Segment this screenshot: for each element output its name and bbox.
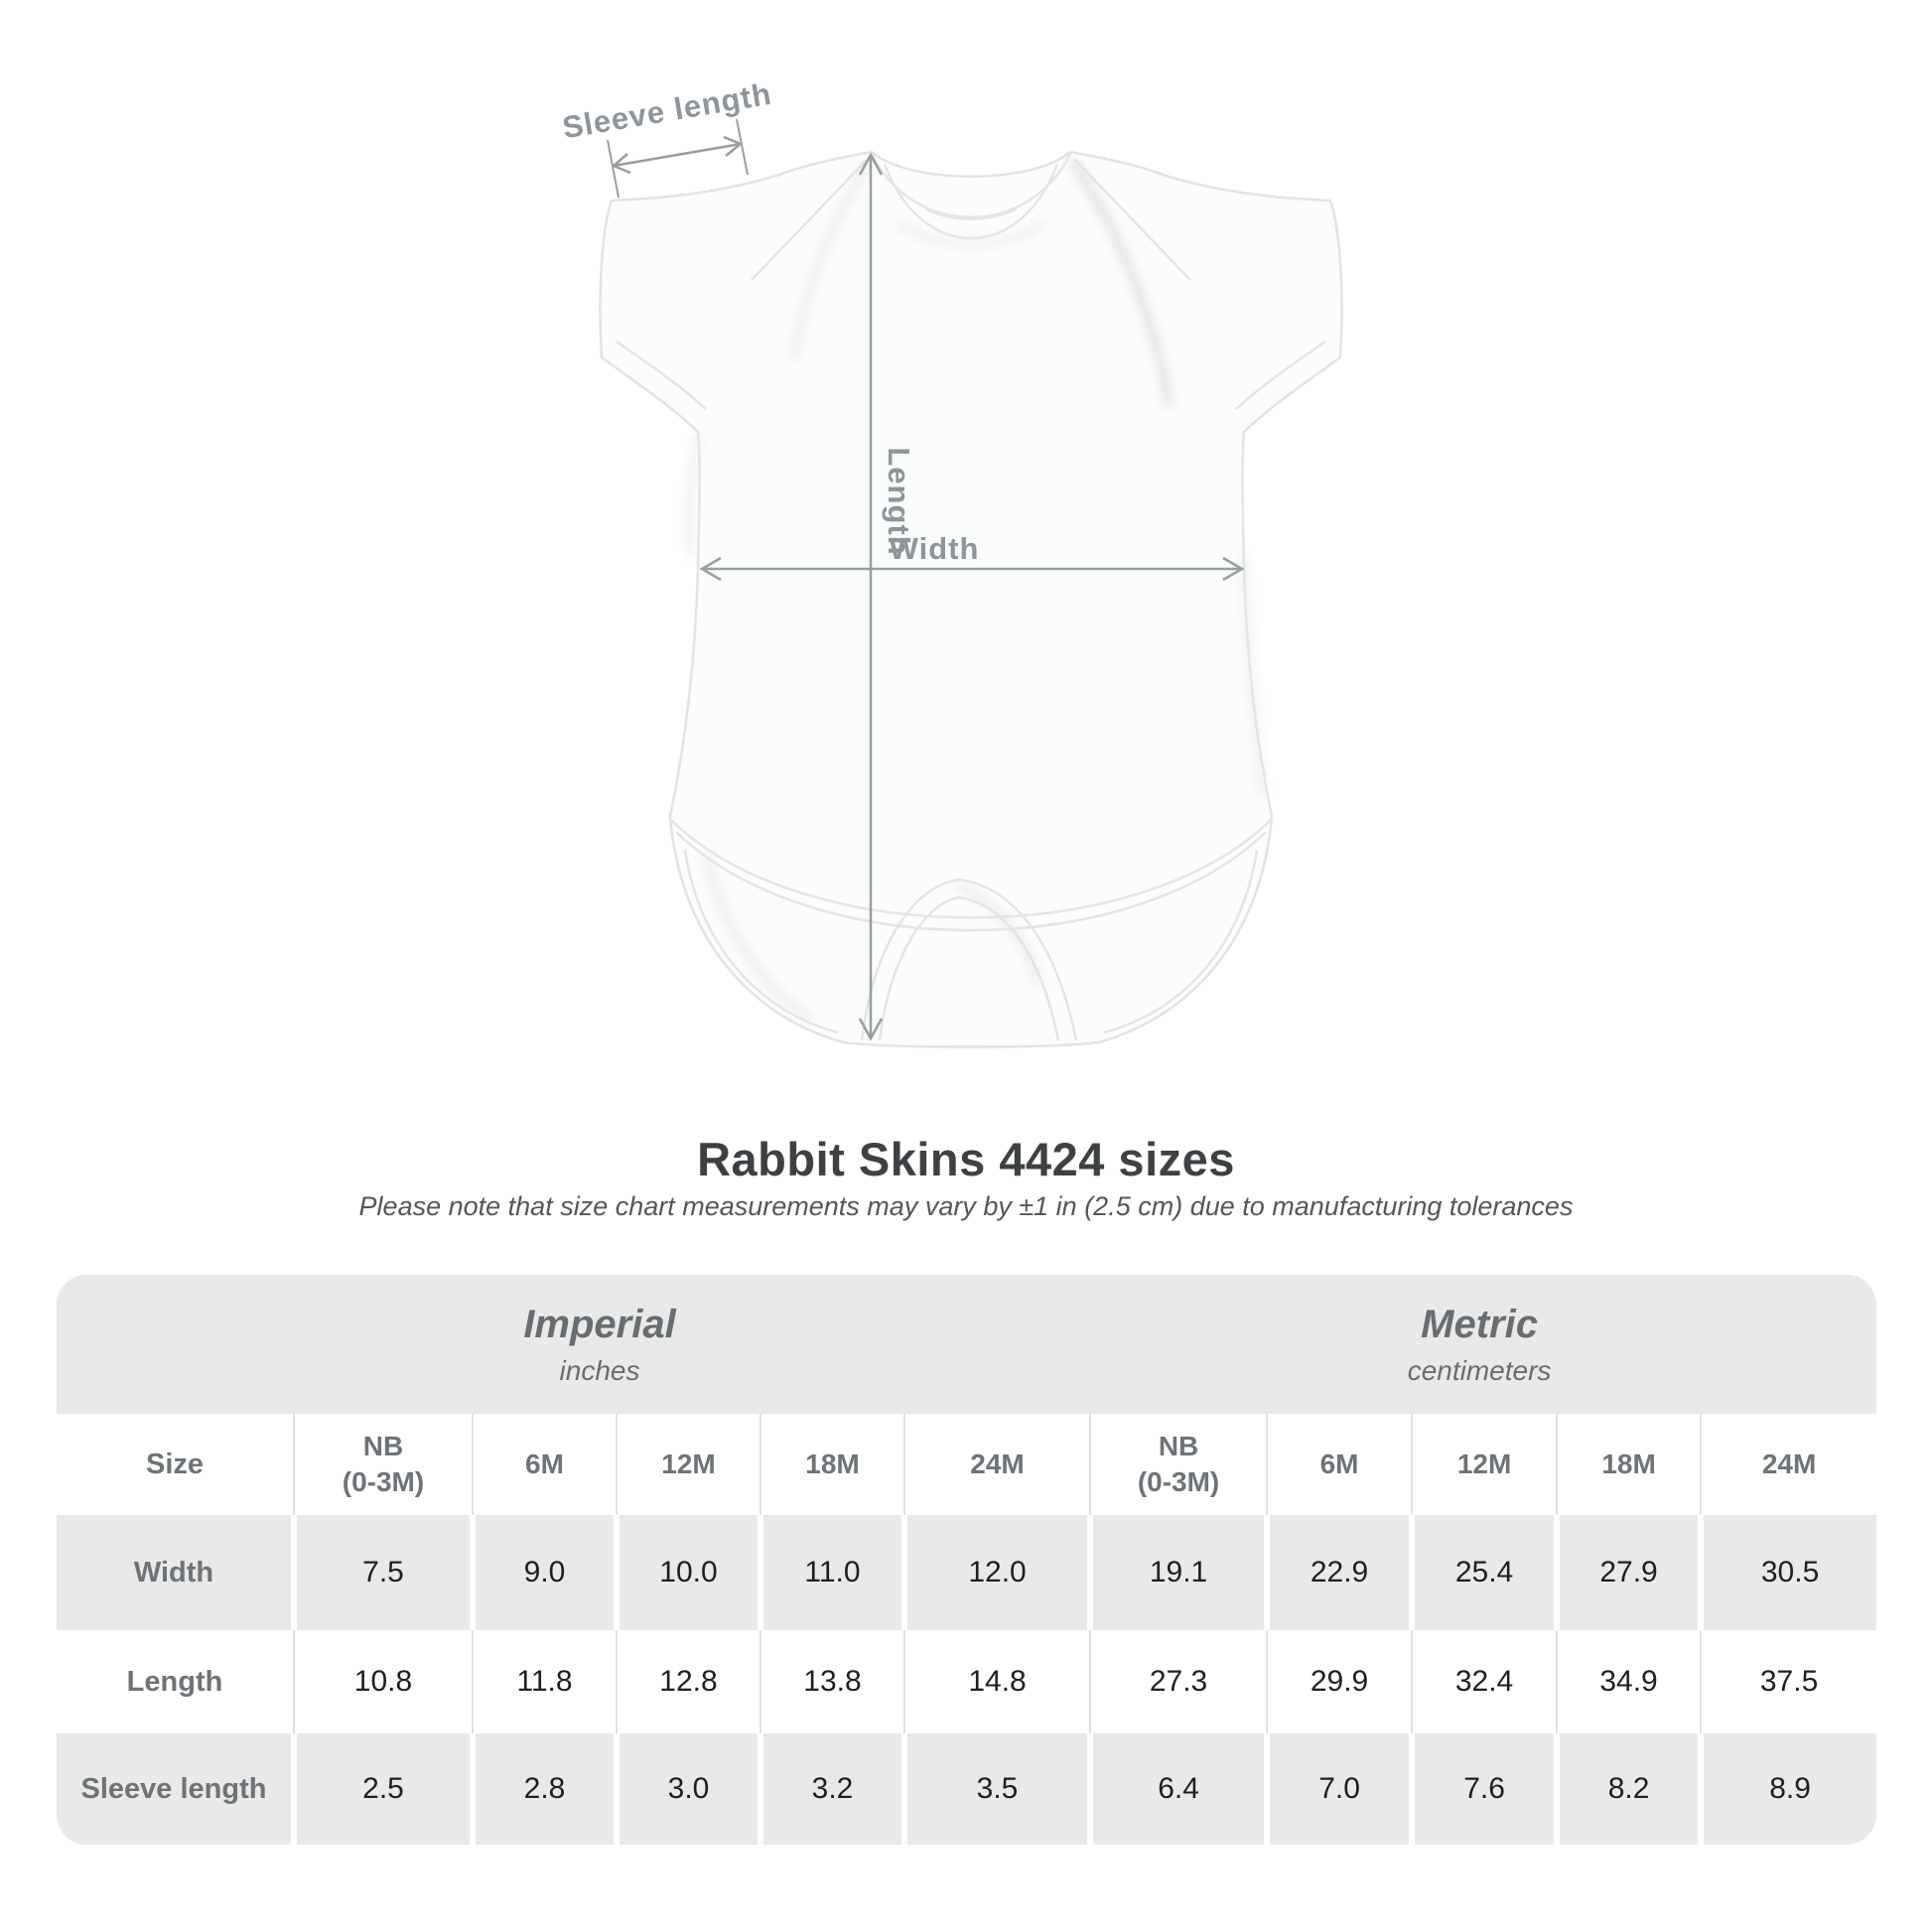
sleeve-arrow-tick-right <box>736 118 749 176</box>
cell-value: 12.0 <box>900 1515 1091 1630</box>
sleeve-length-arrow <box>607 118 749 199</box>
leg-binding-right <box>1103 849 1259 1035</box>
cell-value: 2.5 <box>291 1733 473 1845</box>
width-label: Width <box>890 531 980 566</box>
leg-binding-left <box>683 849 839 1035</box>
col-header-imperial-nb: NB (0-3M) <box>293 1414 473 1515</box>
col-header-metric-6m: 6M <box>1266 1414 1413 1515</box>
table-row-width: Width 7.5 9.0 10.0 11.0 12.0 19.1 22.9 2… <box>57 1515 1876 1630</box>
cell-value: 22.9 <box>1264 1515 1413 1630</box>
col-header-metric-12m: 12M <box>1411 1414 1558 1515</box>
cell-value: 27.3 <box>1089 1630 1268 1733</box>
cell-value: 12.8 <box>616 1630 760 1733</box>
size-table: Imperial inches Metric centimeters Size … <box>57 1275 1876 1845</box>
cell-value: 37.5 <box>1700 1630 1876 1733</box>
col-header-metric-18m: 18M <box>1556 1414 1702 1515</box>
metric-unit-label: centimeters <box>1407 1355 1552 1386</box>
cell-value: 19.1 <box>1087 1515 1268 1630</box>
cell-value: 9.0 <box>470 1515 617 1630</box>
cell-value: 11.8 <box>472 1630 617 1733</box>
length-label: Length <box>882 447 916 555</box>
cell-value: 11.0 <box>758 1515 904 1630</box>
garment-seams <box>616 153 1326 1041</box>
cell-value: 3.0 <box>614 1733 760 1845</box>
cell-value: 7.0 <box>1264 1733 1413 1845</box>
cell-value: 2.8 <box>470 1733 617 1845</box>
row-label-length: Length <box>57 1630 294 1733</box>
cell-value: 14.8 <box>902 1630 1091 1733</box>
cell-value: 7.6 <box>1409 1733 1558 1845</box>
bottom-hem-band-bottom <box>675 831 1267 932</box>
col-header-imperial-24m: 24M <box>902 1414 1091 1515</box>
col-header-imperial-12m: 12M <box>616 1414 760 1515</box>
table-row-sleeve-length: Sleeve length 2.5 2.8 3.0 3.2 3.5 6.4 7.… <box>57 1733 1876 1845</box>
col-header-metric-nb: NB (0-3M) <box>1089 1414 1268 1515</box>
cell-value: 10.0 <box>614 1515 760 1630</box>
sleeve-arrow-tick-left <box>607 139 620 199</box>
cell-value: 32.4 <box>1411 1630 1558 1733</box>
col-header-imperial-6m: 6M <box>472 1414 617 1515</box>
onesie-silhouette <box>599 150 1343 1048</box>
back-collar-seam <box>924 207 1018 220</box>
cell-value: 7.5 <box>291 1515 473 1630</box>
section-header-metric: Metric centimeters <box>1090 1275 1876 1414</box>
cell-value: 27.9 <box>1554 1515 1702 1630</box>
envelope-fold-right <box>1073 158 1191 281</box>
imperial-unit-label: inches <box>559 1355 640 1386</box>
cell-value: 3.2 <box>758 1733 904 1845</box>
onesie-measurement-diagram: Sleeve length Length Width <box>560 76 1343 1048</box>
cell-value: 34.9 <box>1556 1630 1702 1733</box>
sleeve-hem-left <box>616 340 707 410</box>
snap-flap-outer <box>860 878 1078 1041</box>
metric-label: Metric <box>1421 1303 1538 1346</box>
cell-value: 30.5 <box>1698 1515 1876 1630</box>
cell-value: 13.8 <box>759 1630 904 1733</box>
tolerance-note: Please note that size chart measurements… <box>358 1191 1574 1221</box>
sleeve-hem-right <box>1235 340 1326 410</box>
cell-value: 29.9 <box>1266 1630 1413 1733</box>
row-label-sleeve-length: Sleeve length <box>57 1733 294 1845</box>
section-header-imperial: Imperial inches <box>294 1275 1091 1414</box>
cell-value: 8.2 <box>1554 1733 1702 1845</box>
cell-value: 10.8 <box>293 1630 473 1733</box>
collar-inner-seam <box>883 163 1059 240</box>
corner-spacer <box>57 1275 294 1414</box>
cell-value: 6.4 <box>1087 1733 1268 1845</box>
row-label-width: Width <box>57 1515 294 1630</box>
cell-value: 3.5 <box>900 1733 1091 1845</box>
width-arrow <box>699 556 1245 582</box>
bottom-hem-band-top <box>670 819 1272 919</box>
cell-value: 8.9 <box>1698 1733 1876 1845</box>
col-header-metric-24m: 24M <box>1700 1414 1876 1515</box>
sleeve-length-label: Sleeve length <box>560 76 774 146</box>
table-row-length: Length 10.8 11.8 12.8 13.8 14.8 27.3 29.… <box>57 1630 1876 1733</box>
envelope-fold-left <box>751 158 869 281</box>
size-header-row: Size NB (0-3M) 6M 12M 18M 24M NB (0-3M) … <box>57 1414 1876 1515</box>
cell-value: 25.4 <box>1409 1515 1558 1630</box>
snap-flap-inner <box>878 896 1060 1041</box>
length-arrow <box>858 152 884 1041</box>
page-title: Rabbit Skins 4424 sizes <box>697 1133 1235 1185</box>
imperial-label: Imperial <box>523 1303 676 1346</box>
col-header-imperial-18m: 18M <box>759 1414 904 1515</box>
measurement-arrows <box>607 118 1245 1041</box>
size-corner-label: Size <box>57 1414 294 1515</box>
unit-section-row: Imperial inches Metric centimeters <box>57 1275 1876 1414</box>
